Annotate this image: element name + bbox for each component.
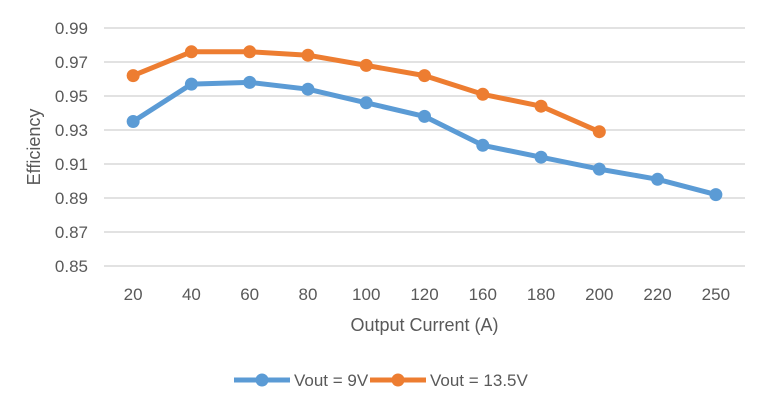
- data-point: [184, 45, 198, 59]
- legend-label: Vout = 13.5V: [430, 371, 528, 390]
- data-point: [243, 75, 257, 89]
- x-tick-label: 80: [298, 285, 317, 304]
- y-axis-title: Efficiency: [24, 109, 44, 186]
- data-point: [126, 115, 140, 128]
- data-point: [301, 82, 315, 96]
- y-tick-label: 0.87: [55, 223, 88, 242]
- data-point: [534, 99, 548, 113]
- legend-marker: [391, 373, 405, 387]
- x-tick-label: 250: [702, 285, 730, 304]
- legend-marker: [255, 373, 269, 387]
- legend-label: Vout = 9V: [294, 371, 369, 390]
- data-point: [418, 109, 431, 123]
- data-point: [651, 172, 665, 186]
- y-tick-label: 0.85: [55, 257, 88, 276]
- x-tick-label: 60: [240, 285, 259, 304]
- data-point: [243, 45, 257, 59]
- data-point: [709, 188, 723, 202]
- y-tick-label: 0.99: [55, 19, 88, 38]
- y-tick-label: 0.95: [55, 87, 88, 106]
- data-point: [184, 77, 198, 91]
- y-tick-label: 0.91: [55, 155, 88, 174]
- x-tick-label: 160: [469, 285, 497, 304]
- series-line: [131, 79, 717, 198]
- data-point: [359, 96, 373, 110]
- x-tick-label: 200: [585, 285, 613, 304]
- x-tick-label: 20: [124, 285, 143, 304]
- data-point: [476, 87, 490, 101]
- x-tick-label: 220: [643, 285, 671, 304]
- data-point: [476, 138, 490, 152]
- x-tick-label: 100: [352, 285, 380, 304]
- x-tick-label: 120: [410, 285, 438, 304]
- data-point: [534, 150, 548, 164]
- data-point: [592, 162, 606, 176]
- x-tick-label: 40: [182, 285, 201, 304]
- data-point: [418, 69, 431, 83]
- data-point: [301, 48, 315, 62]
- y-tick-label: 0.93: [55, 121, 88, 140]
- x-axis-title: Output Current (A): [350, 315, 498, 335]
- y-tick-label: 0.89: [55, 189, 88, 208]
- data-point: [359, 58, 373, 72]
- data-point: [592, 125, 606, 139]
- x-tick-label: 180: [527, 285, 555, 304]
- data-point: [126, 69, 140, 83]
- y-tick-label: 0.97: [55, 53, 88, 72]
